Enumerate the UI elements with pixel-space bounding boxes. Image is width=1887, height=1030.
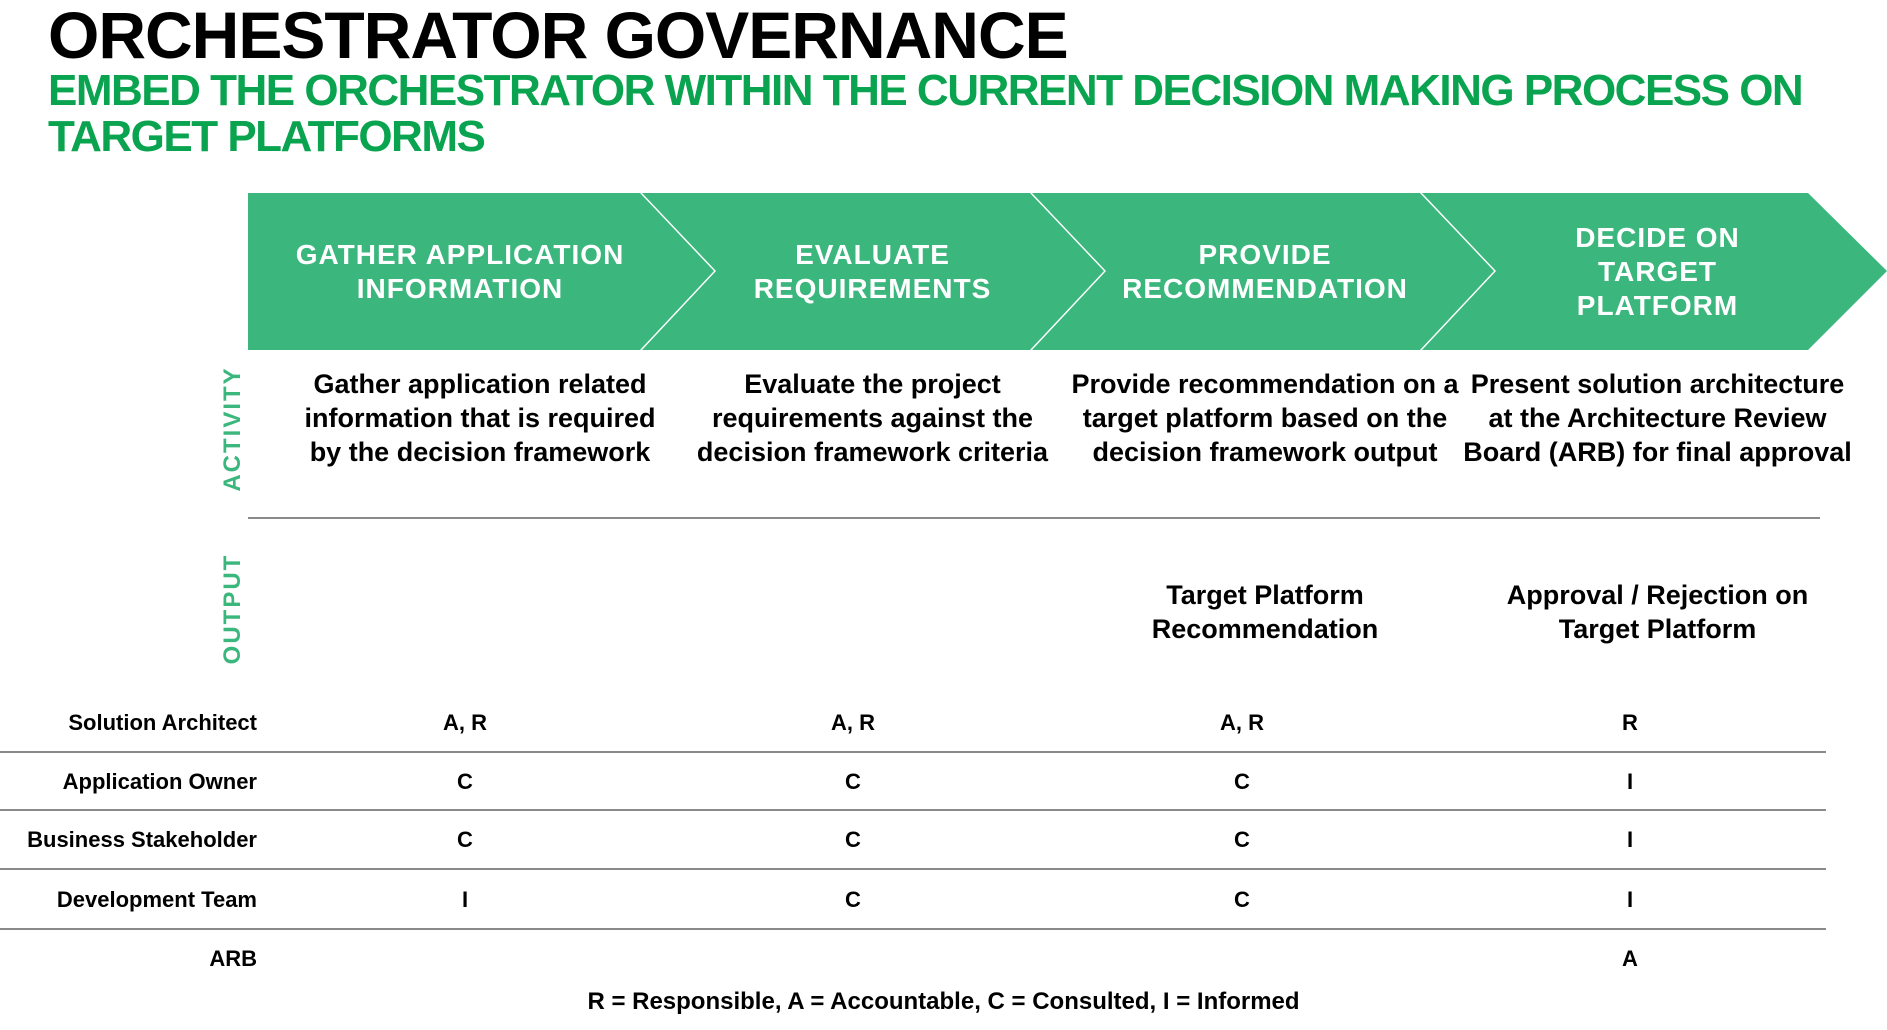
raci-cell: C — [457, 769, 473, 794]
chevron-step-3 — [1032, 193, 1494, 350]
chevron-step-1 — [248, 193, 714, 350]
raci-role: Development Team — [56, 887, 257, 912]
step-title-2: EVALUATE REQUIREMENTS — [753, 238, 992, 304]
activity-text-1: Gather application related information t… — [304, 369, 656, 467]
chevron-step-2 — [642, 193, 1104, 350]
page-title: ORCHESTRATOR GOVERNANCE — [48, 0, 1069, 72]
raci-cell: I — [1626, 887, 1634, 912]
raci-cell: C — [1234, 827, 1250, 852]
chevron-step-4 — [1422, 193, 1887, 350]
raci-role: ARB — [209, 946, 257, 971]
output-text-4: Approval / Rejection on Target Platform — [1506, 580, 1809, 644]
raci-cell: I — [461, 887, 469, 912]
process-chevrons — [248, 193, 1887, 350]
raci-role: Business Stakeholder — [27, 827, 257, 852]
raci-legend: R = Responsible, A = Accountable, C = Co… — [587, 988, 1300, 1015]
row-divider — [0, 868, 1826, 870]
output-side-label: OUTPUT — [219, 553, 246, 665]
raci-cell: C — [1234, 769, 1250, 794]
raci-cell: C — [457, 827, 473, 852]
activity-text-4: Present solution architecture at the Arc… — [1463, 369, 1852, 467]
step-title-3: PROVIDE RECOMMENDATION — [1122, 238, 1408, 304]
activity-divider — [248, 517, 1820, 519]
activity-text-2: Evaluate the project requirements agains… — [696, 369, 1049, 467]
raci-cell: A, R — [1220, 710, 1264, 735]
raci-cell: R — [1622, 710, 1638, 735]
raci-role: Solution Architect — [68, 710, 257, 735]
activity-text-3: Provide recommendation on a target platf… — [1071, 369, 1459, 467]
raci-cell: A — [1622, 946, 1638, 971]
step-title-4: DECIDE ON TARGET PLATFORM — [1575, 221, 1740, 321]
raci-cell: C — [845, 769, 861, 794]
raci-role: Application Owner — [62, 769, 257, 794]
raci-cell: C — [845, 827, 861, 852]
raci-cell: C — [845, 887, 861, 912]
page-subtitle: EMBED THE ORCHESTRATOR WITHIN THE CURREN… — [48, 66, 1804, 161]
row-divider — [0, 928, 1826, 930]
activity-side-label: ACTIVITY — [219, 366, 246, 492]
raci-cell: I — [1626, 827, 1634, 852]
raci-cell: A, R — [831, 710, 875, 735]
step-title-1: GATHER APPLICATION INFORMATION — [295, 238, 625, 304]
output-text-3: Target Platform Recommendation — [1151, 580, 1379, 644]
raci-cell: I — [1626, 769, 1634, 794]
row-divider — [0, 751, 1826, 753]
row-divider — [0, 809, 1826, 811]
raci-cell: C — [1234, 887, 1250, 912]
raci-cell: A, R — [443, 710, 487, 735]
